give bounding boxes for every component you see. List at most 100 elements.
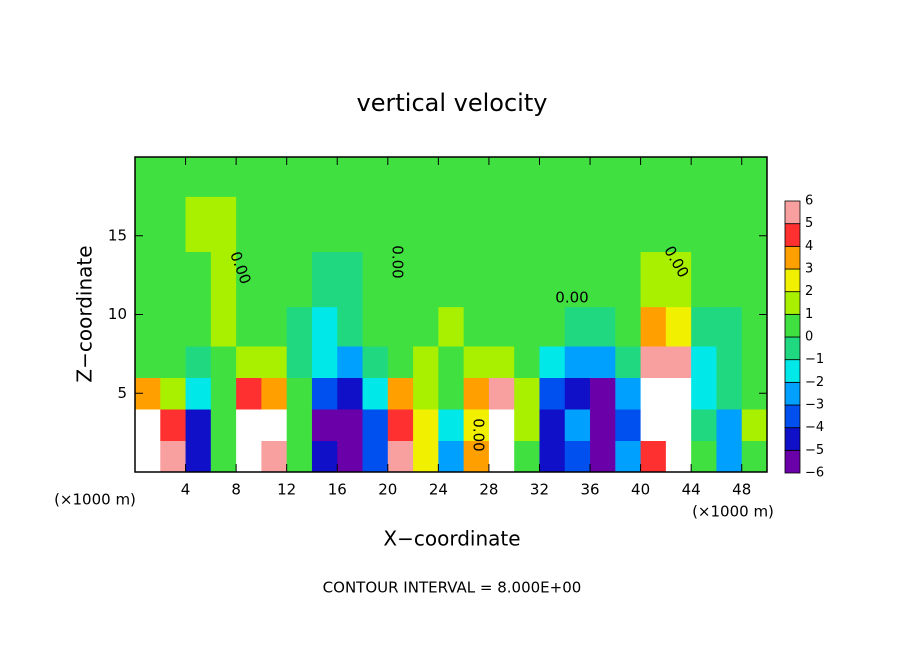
- heat-cell: [387, 346, 414, 378]
- heat-cell: [135, 251, 161, 308]
- heat-cell: [438, 409, 465, 441]
- heat-cell: [185, 440, 212, 473]
- colorbar-label: −3: [805, 398, 824, 413]
- x-tick-label: 24: [429, 481, 448, 499]
- heat-cell: [362, 377, 389, 410]
- heat-cell: [615, 251, 642, 308]
- heat-cell: [665, 377, 692, 410]
- heat-cell: [413, 440, 439, 473]
- heat-cell: [286, 196, 313, 252]
- heat-cell: [590, 377, 616, 410]
- heat-cell: [236, 306, 262, 347]
- heat-cell: [337, 346, 364, 378]
- heat-cell: [463, 440, 490, 473]
- heat-cell: [337, 409, 364, 441]
- heat-cell: [413, 409, 439, 441]
- heat-cell: [590, 196, 616, 252]
- heat-cell: [337, 440, 364, 473]
- heat-cell: [665, 196, 692, 252]
- heat-cell: [261, 157, 288, 197]
- heat-cell: [463, 346, 490, 378]
- heat-cell: [438, 306, 465, 347]
- heat-cell: [590, 440, 616, 473]
- heat-cell: [539, 196, 566, 252]
- heat-cell: [185, 346, 212, 378]
- heat-cell: [716, 409, 743, 441]
- heat-cell: [488, 346, 515, 378]
- heat-cell: [210, 306, 237, 347]
- heat-cell: [488, 251, 515, 308]
- heat-cell: [741, 409, 768, 441]
- colorbar-swatch: [784, 245, 801, 270]
- heat-cell: [488, 440, 515, 473]
- heat-cell: [716, 377, 743, 410]
- heat-cell: [286, 306, 313, 347]
- colorbar-swatch: [784, 268, 801, 293]
- heat-cell: [160, 196, 187, 252]
- heat-cell: [210, 196, 237, 252]
- colorbar-swatch: [784, 404, 801, 429]
- x-tick-label: 20: [378, 481, 397, 499]
- heat-cell: [463, 377, 490, 410]
- heat-cell: [564, 306, 591, 347]
- heat-cell: [716, 157, 743, 197]
- heat-cell: [210, 440, 237, 473]
- colorbar-swatch: [784, 427, 801, 451]
- heat-cell: [337, 377, 364, 410]
- heat-cell: [665, 251, 692, 308]
- heat-cell: [438, 196, 465, 252]
- heat-cell: [236, 346, 262, 378]
- heat-cell: [311, 251, 338, 308]
- heat-cell: [640, 157, 667, 197]
- heat-cell: [135, 157, 161, 197]
- heat-cell: [488, 157, 515, 197]
- colorbar-label: 0: [805, 330, 813, 345]
- heat-cell: [741, 306, 768, 347]
- heat-cell: [236, 440, 262, 473]
- heat-cell: [286, 157, 313, 197]
- heat-cell: [488, 377, 515, 410]
- heat-cell: [413, 157, 439, 197]
- heat-cell: [665, 306, 692, 347]
- colorbar-swatch: [784, 381, 801, 406]
- heat-cell: [236, 157, 262, 197]
- heat-cell: [236, 196, 262, 252]
- heat-cell: [488, 409, 515, 441]
- heat-cell: [286, 251, 313, 308]
- contour-label: 0.00: [470, 418, 488, 451]
- contour-label: 0.00: [389, 245, 407, 278]
- x-tick-label: 4: [181, 481, 191, 499]
- heat-cell: [539, 251, 566, 308]
- x-tick-label: 44: [682, 481, 701, 499]
- heat-cell: [539, 306, 566, 347]
- heat-cell: [311, 306, 338, 347]
- heat-cell: [185, 196, 212, 252]
- heat-cell: [691, 409, 717, 441]
- heat-cell: [539, 409, 566, 441]
- heat-cell: [665, 440, 692, 473]
- heat-cell: [387, 251, 414, 308]
- heat-cell: [514, 196, 540, 252]
- heat-cell: [135, 306, 161, 347]
- heat-cell: [640, 346, 667, 378]
- x-tick-label: 32: [530, 481, 549, 499]
- colorbar-label: 3: [805, 262, 813, 277]
- heat-cell: [590, 251, 616, 308]
- heat-cell: [337, 196, 364, 252]
- heat-cell: [665, 409, 692, 441]
- y-tick-label: 10: [108, 305, 127, 323]
- colorbar-swatch: [784, 313, 801, 338]
- heat-cell: [160, 251, 187, 308]
- heat-cell: [311, 409, 338, 441]
- heat-cell: [261, 306, 288, 347]
- colorbar-label: 4: [805, 239, 813, 254]
- x-tick-label: 36: [580, 481, 599, 499]
- heat-cell: [716, 196, 743, 252]
- heat-cell: [615, 440, 642, 473]
- heat-cell: [539, 346, 566, 378]
- heat-cell: [210, 157, 237, 197]
- heat-cell: [564, 346, 591, 378]
- heat-cell: [564, 377, 591, 410]
- colorbar-label: −4: [805, 420, 824, 435]
- x-unit-label: (×1000 m): [692, 503, 774, 521]
